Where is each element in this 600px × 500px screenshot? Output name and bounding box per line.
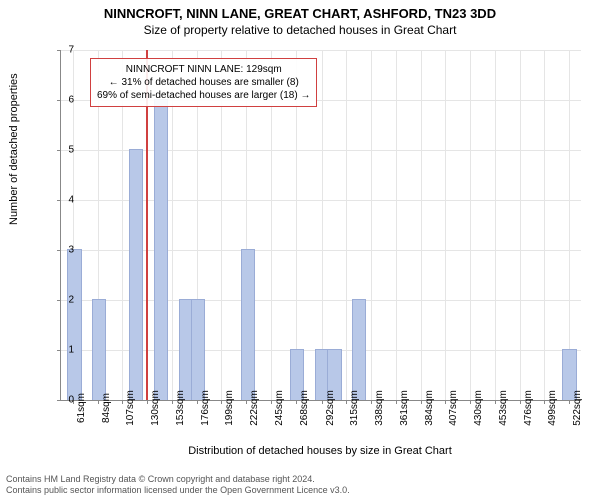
x-tick-label: 130sqm [150,390,161,426]
gridline-v [371,50,372,400]
y-tick [57,250,61,251]
annotation-box: NINNCROFT NINN LANE: 129sqm ← 31% of det… [90,58,317,107]
x-tick-label: 522sqm [572,390,583,426]
histogram-bar [67,249,81,400]
x-tick [147,400,148,404]
chart-title-1: NINNCROFT, NINN LANE, GREAT CHART, ASHFO… [0,0,600,21]
x-tick [98,400,99,404]
x-axis-label: Distribution of detached houses by size … [60,445,580,457]
gridline-v [470,50,471,400]
y-tick-label: 2 [68,295,74,306]
y-tick-label: 6 [68,95,74,106]
x-tick [470,400,471,404]
y-tick [57,300,61,301]
histogram-bar [129,149,143,400]
histogram-bar [241,249,255,400]
x-tick [445,400,446,404]
gridline-v [396,50,397,400]
footer-line-2: Contains public sector information licen… [6,485,350,496]
x-tick [246,400,247,404]
x-tick-label: 476sqm [523,390,534,426]
x-tick [421,400,422,404]
gridline-v [322,50,323,400]
gridline-v [544,50,545,400]
histogram-bar [154,99,168,400]
x-tick-label: 407sqm [448,390,459,426]
histogram-bar [352,299,366,400]
y-tick-label: 5 [68,145,74,156]
x-tick-label: 199sqm [224,390,235,426]
x-tick [544,400,545,404]
x-tick [569,400,570,404]
x-tick-label: 245sqm [274,390,285,426]
y-tick-label: 0 [68,395,74,406]
gridline-v [346,50,347,400]
y-tick [57,150,61,151]
annotation-line-2: ← 31% of detached houses are smaller (8) [97,76,310,89]
x-tick [495,400,496,404]
chart-title-2: Size of property relative to detached ho… [0,21,600,37]
x-tick-label: 338sqm [374,390,385,426]
x-tick [322,400,323,404]
x-tick-label: 430sqm [473,390,484,426]
histogram-bar [92,299,106,400]
y-tick [57,350,61,351]
x-tick [221,400,222,404]
footer-attribution: Contains HM Land Registry data © Crown c… [6,474,350,496]
x-tick-label: 84sqm [101,393,112,423]
x-tick-label: 384sqm [424,390,435,426]
x-tick-label: 292sqm [325,390,336,426]
x-tick-label: 453sqm [498,390,509,426]
gridline-v [421,50,422,400]
x-tick [520,400,521,404]
y-tick [57,400,61,401]
y-tick [57,50,61,51]
x-tick [172,400,173,404]
x-tick-label: 176sqm [200,390,211,426]
x-tick [346,400,347,404]
x-tick-label: 499sqm [547,390,558,426]
x-tick [271,400,272,404]
x-tick-label: 222sqm [249,390,260,426]
y-tick [57,200,61,201]
x-tick-label: 153sqm [175,390,186,426]
gridline-v [569,50,570,400]
x-tick [371,400,372,404]
x-tick-label: 315sqm [349,390,360,426]
y-tick-label: 4 [68,195,74,206]
y-tick-label: 1 [68,345,74,356]
x-tick-label: 361sqm [399,390,410,426]
annotation-line-3: 69% of semi-detached houses are larger (… [97,89,310,102]
x-tick-label: 61sqm [76,393,87,423]
y-tick-label: 7 [68,45,74,56]
x-tick-label: 268sqm [299,390,310,426]
x-tick-label: 107sqm [125,390,136,426]
histogram-bar [191,299,205,400]
y-tick [57,100,61,101]
x-tick [396,400,397,404]
y-axis-label: Number of detached properties [8,73,20,225]
chart-area: NINNCROFT NINN LANE: 129sqm ← 31% of det… [60,50,580,400]
chart-container: NINNCROFT, NINN LANE, GREAT CHART, ASHFO… [0,0,600,500]
gridline-v [445,50,446,400]
gridline-v [495,50,496,400]
x-tick [197,400,198,404]
x-tick [122,400,123,404]
gridline-v [520,50,521,400]
x-tick [296,400,297,404]
y-tick-label: 3 [68,245,74,256]
annotation-line-1: NINNCROFT NINN LANE: 129sqm [97,63,310,76]
footer-line-1: Contains HM Land Registry data © Crown c… [6,474,350,485]
